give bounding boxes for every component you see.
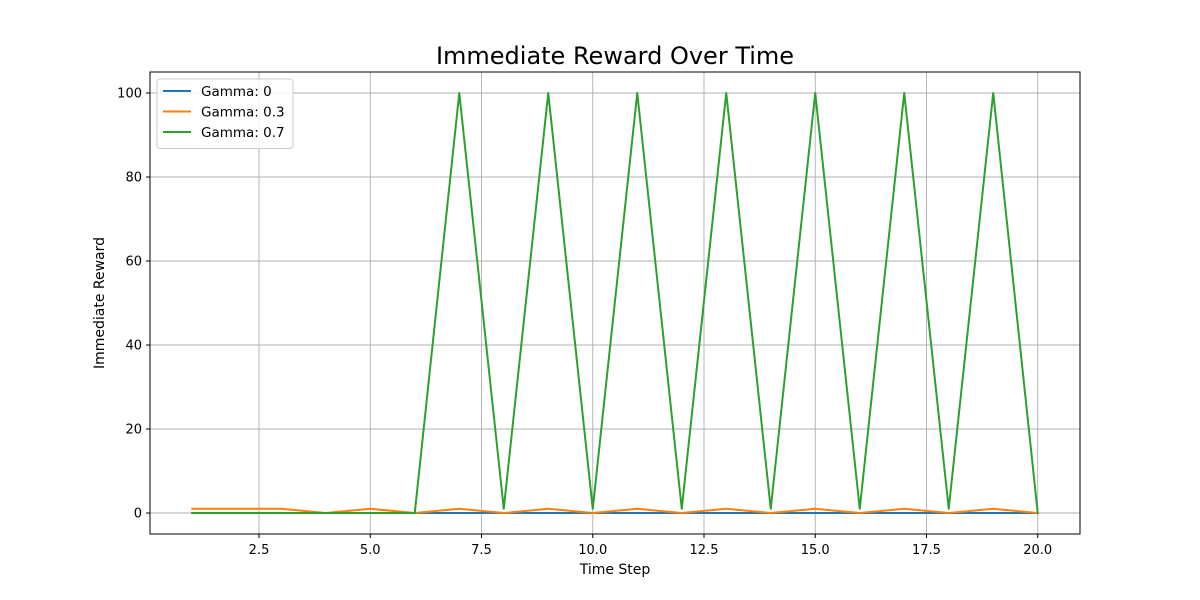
data-point	[680, 512, 683, 514]
data-point	[636, 508, 639, 510]
x-tick-label: 2.5	[249, 543, 270, 558]
legend-label-0: Gamma: 0	[201, 84, 272, 100]
data-point	[458, 92, 461, 94]
data-point	[191, 512, 194, 514]
data-point	[992, 92, 995, 94]
series-line-2	[191, 92, 1039, 515]
chart-title: Immediate Reward Over Time	[436, 42, 794, 70]
y-tick-label: 0	[134, 507, 142, 522]
data-point	[458, 512, 461, 514]
data-point	[992, 512, 995, 514]
data-point	[903, 508, 906, 510]
data-point	[725, 512, 728, 514]
x-tick-label: 17.5	[912, 543, 941, 558]
data-point	[547, 508, 550, 510]
data-point	[191, 508, 194, 510]
x-tick-label: 15.0	[801, 543, 830, 558]
x-tick-label: 10.0	[578, 543, 607, 558]
data-point	[903, 92, 906, 94]
data-point	[814, 508, 817, 510]
data-point	[947, 508, 950, 510]
y-tick-label: 80	[125, 171, 142, 186]
data-point	[591, 508, 594, 510]
data-point	[458, 508, 461, 510]
x-tick-label: 20.0	[1023, 543, 1052, 558]
data-point	[369, 512, 372, 514]
data-point	[769, 508, 772, 510]
y-tick-label: 40	[125, 339, 142, 354]
data-point	[502, 512, 505, 514]
y-tick-label: 60	[125, 255, 142, 270]
y-axis-label: Immediate Reward	[92, 237, 108, 369]
x-tick-label: 7.5	[471, 543, 492, 558]
data-point	[947, 512, 950, 514]
data-point	[413, 512, 416, 514]
data-point	[636, 512, 639, 514]
data-point	[680, 508, 683, 510]
data-point	[591, 512, 594, 514]
data-point	[547, 92, 550, 94]
data-point	[235, 508, 238, 510]
data-point	[858, 512, 861, 514]
data-point	[903, 512, 906, 514]
series-lines	[191, 92, 1039, 515]
data-point	[725, 508, 728, 510]
x-tick-label: 5.0	[360, 543, 381, 558]
legend: Gamma: 0 Gamma: 0.3 Gamma: 0.7	[156, 78, 294, 149]
data-point	[1036, 512, 1039, 514]
data-point	[814, 92, 817, 94]
y-tick-label: 20	[125, 423, 142, 438]
data-point	[636, 92, 639, 94]
data-point	[235, 512, 238, 514]
data-point	[858, 508, 861, 510]
data-point	[992, 508, 995, 510]
data-point	[725, 92, 728, 94]
data-point	[814, 512, 817, 514]
data-point	[324, 512, 327, 514]
data-point	[502, 508, 505, 510]
legend-label-2: Gamma: 0.7	[201, 125, 285, 141]
data-point	[280, 512, 283, 514]
x-axis-label: Time Step	[579, 562, 651, 578]
data-point	[369, 508, 372, 510]
x-tick-label: 12.5	[690, 543, 719, 558]
data-point	[769, 512, 772, 514]
plot-frame	[149, 71, 1081, 535]
axis-ticks: 2.5 5.0 7.5 10.0 12.5 15.0 17.5 20.0 0 20 40 60 80 10…	[117, 87, 1052, 559]
data-point	[547, 512, 550, 514]
data-point	[280, 508, 283, 510]
legend-label-1: Gamma: 0.3	[201, 105, 285, 121]
y-tick-label: 100	[117, 87, 142, 102]
